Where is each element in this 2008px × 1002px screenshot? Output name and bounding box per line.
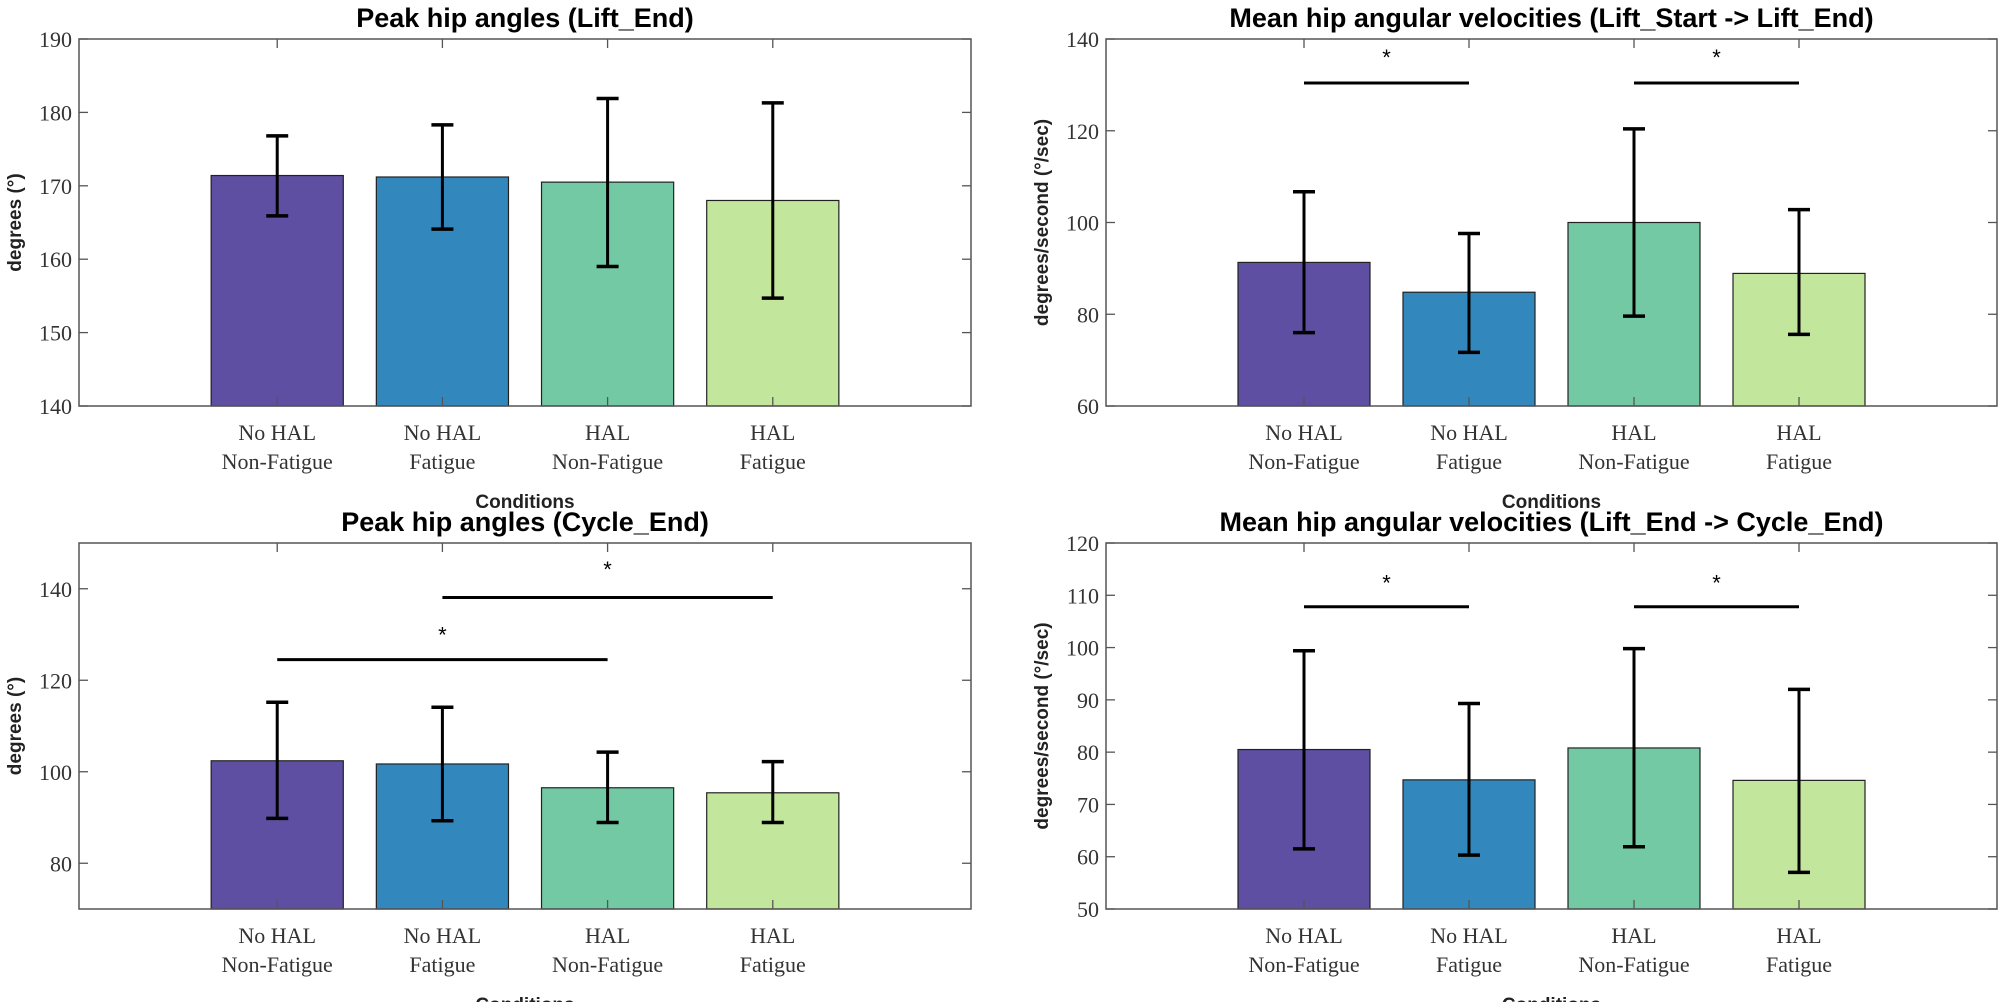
x-tick-label: Fatigue <box>740 449 806 474</box>
y-tick-label: 140 <box>39 577 72 602</box>
y-tick-label: 160 <box>39 247 72 272</box>
y-tick-label: 80 <box>1077 740 1099 765</box>
y-tick-label: 60 <box>1077 845 1099 870</box>
y-tick-label: 70 <box>1077 792 1099 817</box>
y-tick-label: 60 <box>1077 394 1099 419</box>
x-tick-label: Fatigue <box>1766 449 1832 474</box>
x-tick-label: Non-Fatigue <box>222 952 333 977</box>
x-axis-label: Conditions <box>1502 995 1601 1002</box>
x-tick-label: Fatigue <box>409 952 475 977</box>
y-tick-label: 100 <box>1066 211 1099 236</box>
y-tick-label: 50 <box>1077 897 1099 922</box>
y-tick-label: 140 <box>1066 27 1099 52</box>
x-tick-label: Fatigue <box>1436 449 1502 474</box>
x-tick-label: HAL <box>1776 420 1821 445</box>
chart-title: Peak hip angles (Lift_End) <box>356 3 694 33</box>
subplot-2: No HAL Non-Fatigue No HAL Fatigue HAL Non-Fat… <box>1032 3 1998 513</box>
y-tick-label: 190 <box>39 27 72 52</box>
error-bar <box>1293 190 1315 335</box>
error-bar <box>1623 127 1645 318</box>
y-axis-label: degrees (°) <box>5 173 26 271</box>
error-bar <box>761 101 784 300</box>
axes-box <box>78 542 972 910</box>
y-tick-label: 140 <box>39 394 72 419</box>
error-bar <box>431 123 454 231</box>
significance-star: * <box>1382 45 1391 70</box>
y-tick-label: 120 <box>39 668 72 693</box>
y-tick-label: 90 <box>1077 688 1099 713</box>
x-axis-label: Conditions <box>475 995 574 1002</box>
x-tick-label: No HAL <box>1265 923 1343 948</box>
x-tick-label: No HAL <box>1430 923 1508 948</box>
axes-box <box>78 38 972 407</box>
subplot-4: No HAL Non-Fatigue No HAL Fatigue HAL Non-Fat… <box>1032 507 1998 1002</box>
error-bar <box>266 134 289 218</box>
y-axis-label: degrees/second (°/sec) <box>1032 119 1053 326</box>
y-axis-label: degrees (°) <box>5 677 26 775</box>
x-tick-label: No HAL <box>1430 420 1508 445</box>
error-bar <box>266 700 289 821</box>
y-tick-label: 120 <box>1066 119 1099 144</box>
y-tick-label: 100 <box>39 760 72 785</box>
significance-star: * <box>438 622 447 647</box>
x-tick-label: Non-Fatigue <box>1578 952 1689 977</box>
error-bar <box>761 759 784 825</box>
significance-star: * <box>1712 571 1721 596</box>
y-tick-label: 100 <box>1066 636 1099 661</box>
error-bar <box>1458 231 1480 355</box>
x-tick-label: Fatigue <box>409 449 475 474</box>
x-tick-label: Fatigue <box>1766 952 1832 977</box>
x-tick-label: Non-Fatigue <box>552 952 663 977</box>
error-bar <box>596 96 619 269</box>
x-axis-label: Conditions <box>1502 492 1601 513</box>
y-tick-label: 150 <box>39 321 72 346</box>
x-tick-label: Non-Fatigue <box>1248 952 1359 977</box>
x-tick-label: HAL <box>585 923 630 948</box>
error-bar <box>1788 687 1810 875</box>
x-tick-label: No HAL <box>404 420 482 445</box>
chart-title: Peak hip angles (Cycle_End) <box>341 507 709 537</box>
significance-star: * <box>1712 45 1721 70</box>
y-tick-label: 120 <box>1066 531 1099 556</box>
x-tick-label: HAL <box>750 923 795 948</box>
x-axis-label: Conditions <box>475 492 574 513</box>
subplot-1: No HAL Non-Fatigue No HAL Fatigue HAL Non-Fat… <box>5 3 972 513</box>
error-bar <box>1458 701 1480 857</box>
x-tick-label: Non-Fatigue <box>1248 449 1359 474</box>
subplot-3: No HAL Non-Fatigue No HAL Fatigue HAL Non-Fat… <box>5 507 972 1002</box>
x-tick-label: HAL <box>750 420 795 445</box>
chart-title: Mean hip angular velocities (Lift_Start … <box>1229 3 1873 33</box>
significance-star: * <box>1382 571 1391 596</box>
chart-title: Mean hip angular velocities (Lift_End ->… <box>1220 507 1884 537</box>
axes-box <box>1105 542 1998 910</box>
x-tick-label: Non-Fatigue <box>1578 449 1689 474</box>
error-bar <box>431 705 454 823</box>
x-tick-label: HAL <box>1611 420 1656 445</box>
x-tick-label: HAL <box>1611 923 1656 948</box>
x-tick-label: HAL <box>1776 923 1821 948</box>
significance-star: * <box>603 557 612 582</box>
x-tick-label: No HAL <box>238 923 316 948</box>
error-bar <box>1623 646 1645 849</box>
y-tick-label: 110 <box>1067 583 1099 608</box>
x-tick-label: No HAL <box>404 923 482 948</box>
y-tick-label: 180 <box>39 100 72 125</box>
y-tick-label: 80 <box>1077 302 1099 327</box>
x-tick-label: No HAL <box>1265 420 1343 445</box>
error-bar <box>1788 207 1810 337</box>
y-axis-label: degrees/second (°/sec) <box>1032 622 1053 829</box>
x-tick-label: Fatigue <box>740 952 806 977</box>
x-tick-label: No HAL <box>238 420 316 445</box>
y-tick-label: 80 <box>50 851 72 876</box>
x-tick-label: Non-Fatigue <box>552 449 663 474</box>
error-bar <box>596 750 619 825</box>
x-tick-label: Non-Fatigue <box>222 449 333 474</box>
y-tick-label: 170 <box>39 174 72 199</box>
x-tick-label: Fatigue <box>1436 952 1502 977</box>
error-bar <box>1293 648 1315 851</box>
x-tick-label: HAL <box>585 420 630 445</box>
